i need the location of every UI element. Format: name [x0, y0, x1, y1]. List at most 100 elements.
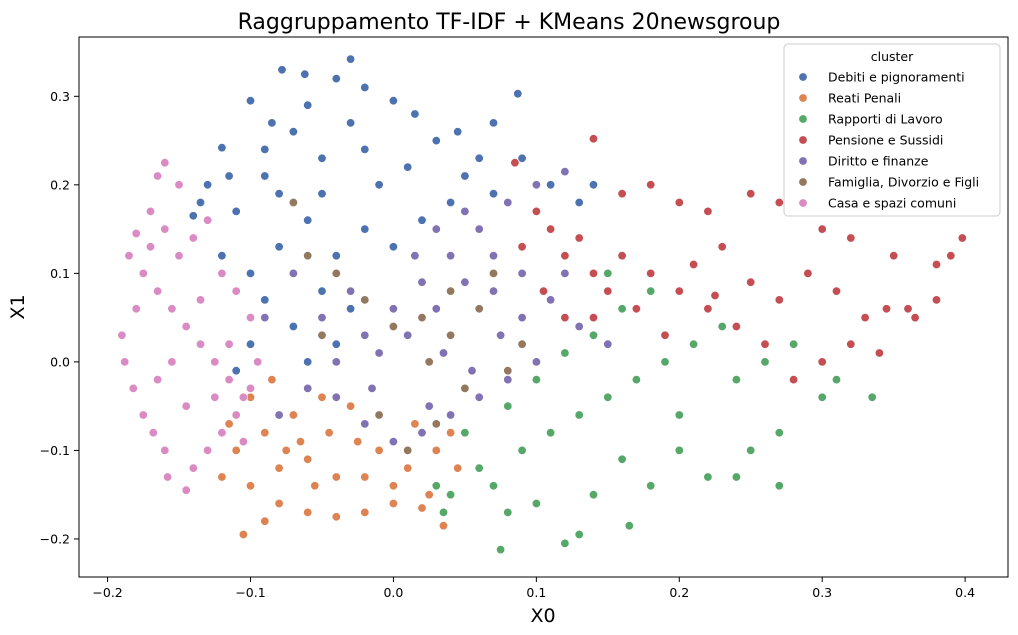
point-pensione-e-sussidi-44 [588, 313, 598, 323]
point-diritto-e-finanze-26 [417, 428, 427, 438]
legend-box [783, 43, 1001, 217]
point-rapporti-di-lavoro-6 [588, 490, 598, 500]
legend: cluster Debiti e pignoramenti Reati Penal… [783, 43, 1001, 217]
point-reati-penali-30 [410, 419, 420, 429]
point-pensione-e-sussidi-23 [731, 321, 741, 331]
point-diritto-e-finanze-33 [517, 313, 527, 323]
point-reati-penali-1 [260, 516, 270, 526]
point-diritto-e-finanze-1 [531, 180, 541, 190]
point-debiti-e-pignoramenti-38 [246, 339, 256, 349]
point-casa-e-spazi-comuni-36 [181, 401, 191, 411]
point-pensione-e-sussidi-14 [931, 295, 941, 305]
point-rapporti-di-lavoro-13 [867, 392, 877, 402]
point-reati-penali-3 [303, 507, 313, 517]
point-pensione-e-sussidi-35 [689, 259, 699, 269]
point-pensione-e-sussidi-21 [789, 375, 799, 385]
point-diritto-e-finanze-32 [488, 286, 498, 296]
point-rapporti-di-lavoro-25 [588, 330, 598, 340]
point-famiglia-divorzio-e-figli-0 [288, 198, 298, 208]
legend-marker [798, 177, 808, 187]
legend-marker [798, 93, 808, 103]
point-reati-penali-22 [331, 472, 341, 482]
point-reati-penali-21 [303, 454, 313, 464]
point-pensione-e-sussidi-22 [760, 339, 770, 349]
point-reati-penali-17 [403, 463, 413, 473]
point-rapporti-di-lavoro-10 [774, 428, 784, 438]
point-debiti-e-pignoramenti-43 [317, 189, 327, 199]
point-famiglia-divorzio-e-figli-10 [431, 419, 441, 429]
point-pensione-e-sussidi-29 [560, 251, 570, 261]
point-debiti-e-pignoramenti-23 [546, 180, 556, 190]
point-rapporti-di-lavoro-20 [660, 357, 670, 367]
point-casa-e-spazi-comuni-31 [231, 286, 241, 296]
point-debiti-e-pignoramenti-20 [460, 171, 470, 181]
point-pensione-e-sussidi-40 [831, 286, 841, 296]
point-debiti-e-pignoramenti-1 [300, 69, 310, 79]
point-pensione-e-sussidi-3 [646, 180, 656, 190]
point-rapporti-di-lavoro-27 [646, 286, 656, 296]
point-debiti-e-pignoramenti-40 [331, 339, 341, 349]
point-reati-penali-10 [217, 472, 227, 482]
point-casa-e-spazi-comuni-13 [238, 392, 248, 402]
point-rapporti-di-lavoro-22 [717, 321, 727, 331]
point-reati-penali-29 [353, 437, 363, 447]
point-diritto-e-finanze-9 [303, 383, 313, 393]
point-famiglia-divorzio-e-figli-15 [517, 339, 527, 349]
point-reati-penali-26 [267, 375, 277, 385]
point-casa-e-spazi-comuni-14 [117, 330, 127, 340]
point-casa-e-spazi-comuni-16 [128, 383, 138, 393]
point-famiglia-divorzio-e-figli-1 [303, 251, 313, 261]
point-debiti-e-pignoramenti-10 [203, 180, 213, 190]
point-debiti-e-pignoramenti-26 [246, 268, 256, 278]
x-tick-label: −0.1 [235, 585, 265, 600]
point-casa-e-spazi-comuni-8 [167, 304, 177, 314]
point-debiti-e-pignoramenti-42 [274, 189, 284, 199]
point-casa-e-spazi-comuni-43 [238, 437, 248, 447]
point-casa-e-spazi-comuni-10 [196, 339, 206, 349]
point-famiglia-divorzio-e-figli-2 [331, 268, 341, 278]
point-reati-penali-0 [238, 529, 248, 539]
point-pensione-e-sussidi-8 [817, 224, 827, 234]
point-famiglia-divorzio-e-figli-3 [360, 295, 370, 305]
point-casa-e-spazi-comuni-37 [210, 392, 220, 402]
legend-label: Casa e spazi comuni [828, 196, 956, 211]
point-casa-e-spazi-comuni-23 [203, 445, 213, 455]
point-debiti-e-pignoramenti-46 [474, 153, 484, 163]
point-debiti-e-pignoramenti-29 [331, 251, 341, 261]
point-rapporti-di-lavoro-17 [574, 410, 584, 420]
point-pensione-e-sussidi-17 [910, 313, 920, 323]
point-rapporti-di-lavoro-41 [488, 481, 498, 491]
point-casa-e-spazi-comuni-25 [231, 410, 241, 420]
legend-marker [798, 135, 808, 145]
series-pensione-e-sussidi [510, 134, 967, 385]
point-rapporti-di-lavoro-19 [631, 375, 641, 385]
point-reati-penali-2 [274, 498, 284, 508]
point-diritto-e-finanze-31 [460, 206, 470, 216]
point-rapporti-di-lavoro-2 [574, 529, 584, 539]
point-rapporti-di-lavoro-35 [674, 445, 684, 455]
point-pensione-e-sussidi-31 [574, 233, 584, 243]
point-casa-e-spazi-comuni-6 [138, 268, 148, 278]
point-diritto-e-finanze-10 [274, 410, 284, 420]
x-axis-ticks: −0.2 −0.1 0.0 0.1 0.2 0.3 0.4 [92, 577, 975, 600]
point-rapporti-di-lavoro-42 [603, 268, 613, 278]
point-pensione-e-sussidi-46 [517, 242, 527, 252]
x-tick-label: 0.2 [669, 585, 689, 600]
legend-item-debiti-e-pignoramenti: Debiti e pignoramenti [798, 70, 965, 85]
point-casa-e-spazi-comuni-38 [224, 339, 234, 349]
point-debiti-e-pignoramenti-45 [446, 198, 456, 208]
point-casa-e-spazi-comuni-32 [246, 313, 256, 323]
legend-title: cluster [871, 49, 914, 64]
point-debiti-e-pignoramenti-21 [488, 189, 498, 199]
point-pensione-e-sussidi-30 [546, 224, 556, 234]
point-casa-e-spazi-comuni-26 [246, 383, 256, 393]
point-pensione-e-sussidi-33 [631, 304, 641, 314]
point-debiti-e-pignoramenti-33 [217, 251, 227, 261]
point-pensione-e-sussidi-15 [903, 304, 913, 314]
point-debiti-e-pignoramenti-9 [217, 143, 227, 153]
point-debiti-e-pignoramenti-7 [513, 89, 523, 99]
point-debiti-e-pignoramenti-52 [303, 100, 313, 110]
point-debiti-e-pignoramenti-4 [346, 54, 356, 64]
legend-label: Debiti e pignoramenti [828, 70, 965, 85]
point-diritto-e-finanze-42 [367, 383, 377, 393]
